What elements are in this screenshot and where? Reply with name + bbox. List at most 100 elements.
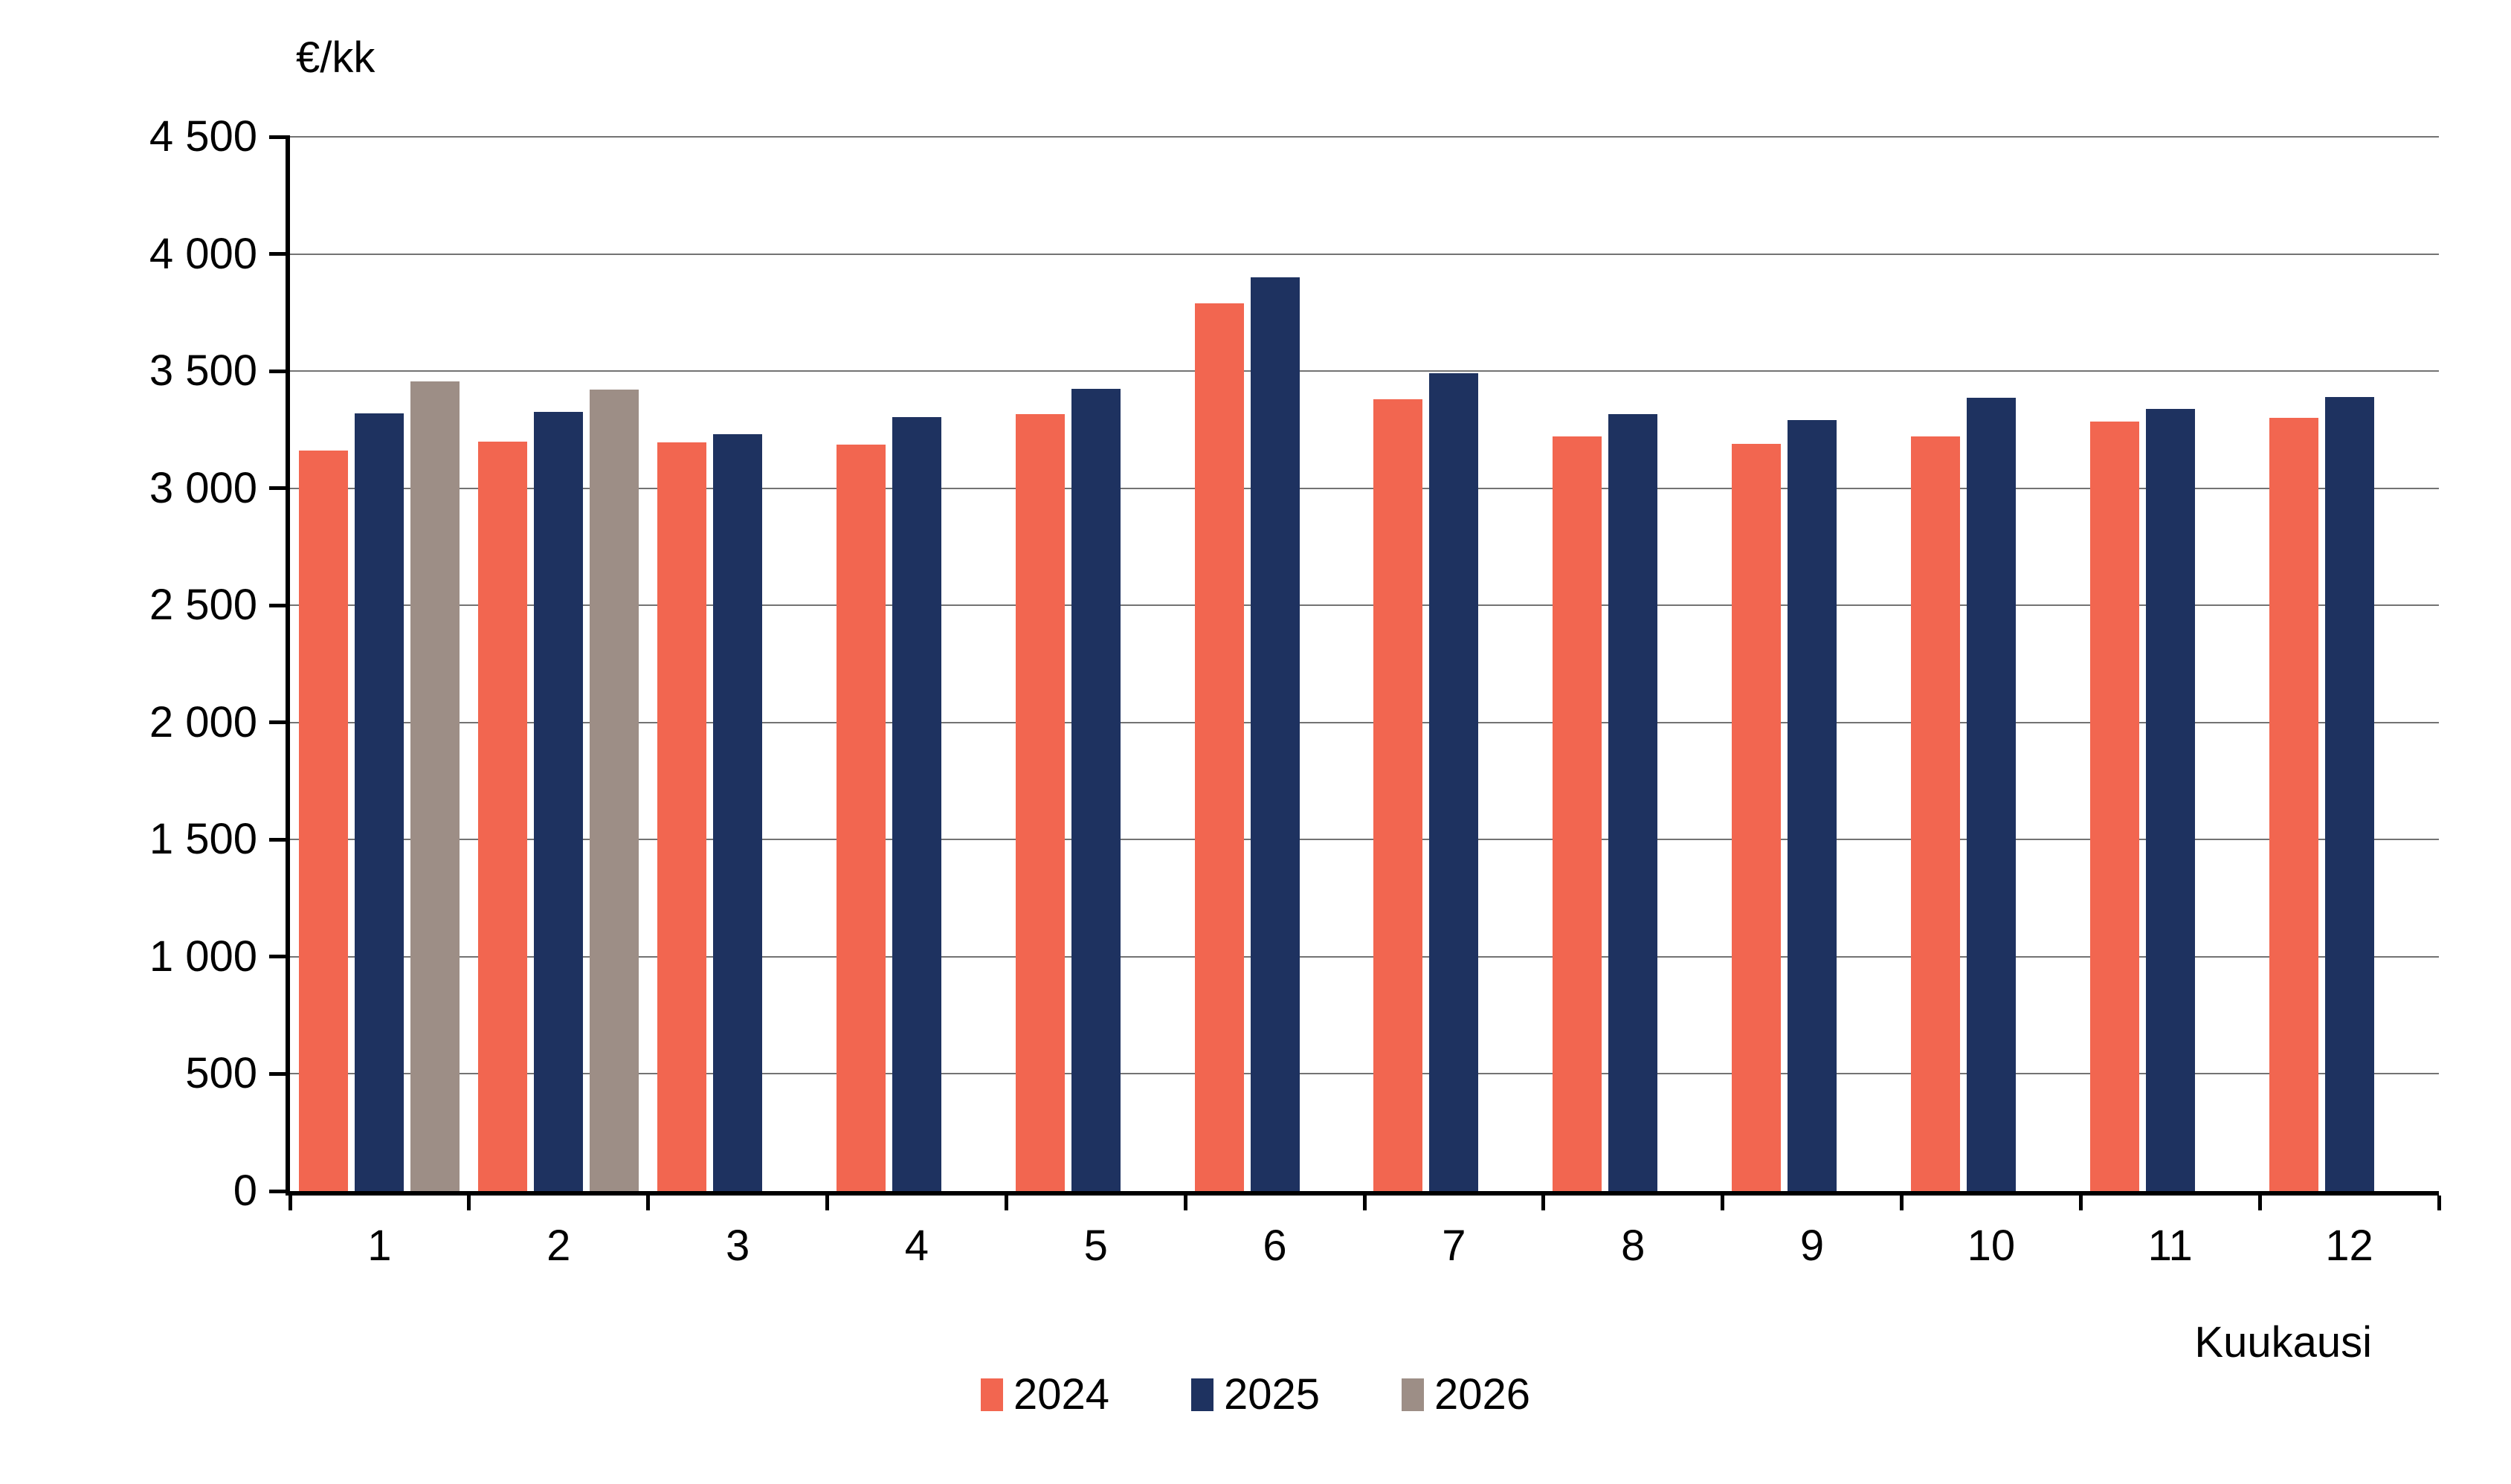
gridline-2500 — [290, 604, 2439, 607]
x-tick-5 — [1183, 1196, 1187, 1210]
bar-group-month-8 — [1544, 137, 1723, 1191]
x-tick-0 — [288, 1196, 292, 1210]
gridline-4000 — [290, 253, 2439, 255]
gridline-4500 — [290, 136, 2439, 138]
x-tick-3 — [825, 1196, 829, 1210]
bar-group-month-3 — [648, 137, 828, 1191]
x-tick-7 — [1541, 1196, 1546, 1210]
bar-group-month-9 — [1723, 137, 1902, 1191]
bar-group-month-4 — [827, 137, 1006, 1191]
bar-2024-month-7 — [1373, 399, 1423, 1191]
y-tick-1000 — [269, 955, 290, 959]
x-axis-line — [286, 1191, 2439, 1196]
y-axis-title: €/kk — [296, 33, 375, 82]
bar-2025-month-9 — [1788, 420, 1837, 1191]
legend-item-2026: 2026 — [1402, 1372, 1530, 1417]
x-label-month-3: 3 — [725, 1222, 750, 1270]
legend-swatch-2026 — [1402, 1378, 1425, 1411]
x-label-month-9: 9 — [1799, 1222, 1825, 1270]
x-tick-11 — [2257, 1196, 2262, 1210]
bar-2024-month-1 — [299, 451, 349, 1191]
bar-2024-month-5 — [1015, 414, 1065, 1191]
bar-group-month-10 — [1901, 137, 2080, 1191]
x-label-month-12: 12 — [2325, 1222, 2373, 1270]
legend-label-2026: 2026 — [1434, 1370, 1531, 1419]
bar-2024-month-8 — [1553, 436, 1602, 1191]
bar-2024-month-11 — [2089, 421, 2139, 1191]
gridline-3000 — [290, 487, 2439, 489]
x-label-month-4: 4 — [904, 1222, 929, 1270]
bar-2025-month-5 — [1071, 388, 1121, 1191]
bar-2025-month-2 — [534, 412, 584, 1191]
legend-label-2025: 2025 — [1223, 1370, 1321, 1419]
bar-group-month-2 — [469, 137, 648, 1191]
x-label-month-2: 2 — [547, 1222, 571, 1270]
y-tick-label-3500: 3 500 — [149, 346, 257, 396]
bar-2025-month-12 — [2324, 396, 2374, 1191]
legend-swatch-2025 — [1190, 1378, 1213, 1411]
y-tick-label-4500: 4 500 — [149, 112, 257, 161]
gridline-1000 — [290, 955, 2439, 958]
bar-group-month-12 — [2260, 137, 2439, 1191]
bar-2026-month-1 — [410, 381, 460, 1191]
x-tick-12 — [2437, 1196, 2441, 1210]
y-tick-label-3000: 3 000 — [149, 463, 257, 512]
x-tick-10 — [2078, 1196, 2083, 1210]
y-tick-label-4000: 4 000 — [149, 229, 257, 278]
x-label-month-7: 7 — [1442, 1222, 1466, 1270]
bar-2025-month-6 — [1250, 277, 1300, 1191]
x-label-month-8: 8 — [1621, 1222, 1645, 1270]
bar-groups — [290, 137, 2439, 1191]
bar-group-month-11 — [2080, 137, 2260, 1191]
x-tick-4 — [1004, 1196, 1008, 1210]
y-tick-3500 — [269, 369, 290, 373]
bar-2024-month-4 — [836, 445, 886, 1191]
x-label-month-11: 11 — [2147, 1222, 2193, 1270]
y-tick-label-2500: 2 500 — [149, 581, 257, 630]
bar-2026-month-2 — [590, 390, 639, 1191]
y-tick-1500 — [269, 837, 290, 842]
bar-2025-month-11 — [2145, 408, 2195, 1191]
legend-swatch-2024 — [980, 1378, 1003, 1411]
bar-2024-month-3 — [657, 442, 707, 1191]
bar-2024-month-6 — [1194, 303, 1244, 1191]
legend: 2024 2025 2026 — [0, 1372, 2511, 1417]
bar-2024-month-10 — [1910, 436, 1960, 1191]
y-tick-label-1000: 1 000 — [149, 932, 257, 981]
legend-item-2025: 2025 — [1190, 1370, 1321, 1419]
x-label-month-6: 6 — [1263, 1222, 1287, 1270]
bar-2025-month-7 — [1429, 373, 1479, 1191]
x-tick-9 — [1900, 1196, 1904, 1210]
x-tick-1 — [467, 1196, 471, 1210]
y-tick-4500 — [269, 135, 290, 139]
bar-group-month-1 — [290, 137, 469, 1191]
bar-2024-month-9 — [1732, 443, 1782, 1191]
y-tick-0 — [269, 1189, 290, 1193]
x-label-month-5: 5 — [1083, 1222, 1108, 1270]
y-tick-2500 — [269, 603, 290, 607]
bar-2025-month-1 — [355, 413, 404, 1191]
y-tick-label-1500: 1 500 — [149, 815, 257, 864]
bar-2024-month-12 — [2269, 418, 2318, 1191]
gridline-1500 — [290, 839, 2439, 841]
bar-group-month-5 — [1006, 137, 1185, 1191]
y-tick-label-500: 500 — [185, 1049, 257, 1098]
y-tick-500 — [269, 1071, 290, 1076]
legend-item-2024: 2024 — [980, 1372, 1109, 1417]
x-label-month-10: 10 — [1967, 1222, 2016, 1270]
y-tick-3000 — [269, 486, 290, 491]
bar-2025-month-8 — [1608, 414, 1658, 1191]
y-tick-2000 — [269, 720, 290, 725]
plot-area — [290, 136, 2439, 1191]
gridline-500 — [290, 1073, 2439, 1075]
y-axis-line — [286, 137, 290, 1196]
y-tick-4000 — [269, 252, 290, 257]
y-tick-label-2000: 2 000 — [149, 697, 257, 746]
gridline-2000 — [290, 721, 2439, 723]
x-tick-8 — [1721, 1196, 1725, 1210]
x-tick-6 — [1362, 1196, 1367, 1210]
bar-group-month-7 — [1364, 137, 1544, 1191]
x-axis-title: Kuukausi — [2194, 1318, 2372, 1367]
gridline-3500 — [290, 370, 2439, 372]
